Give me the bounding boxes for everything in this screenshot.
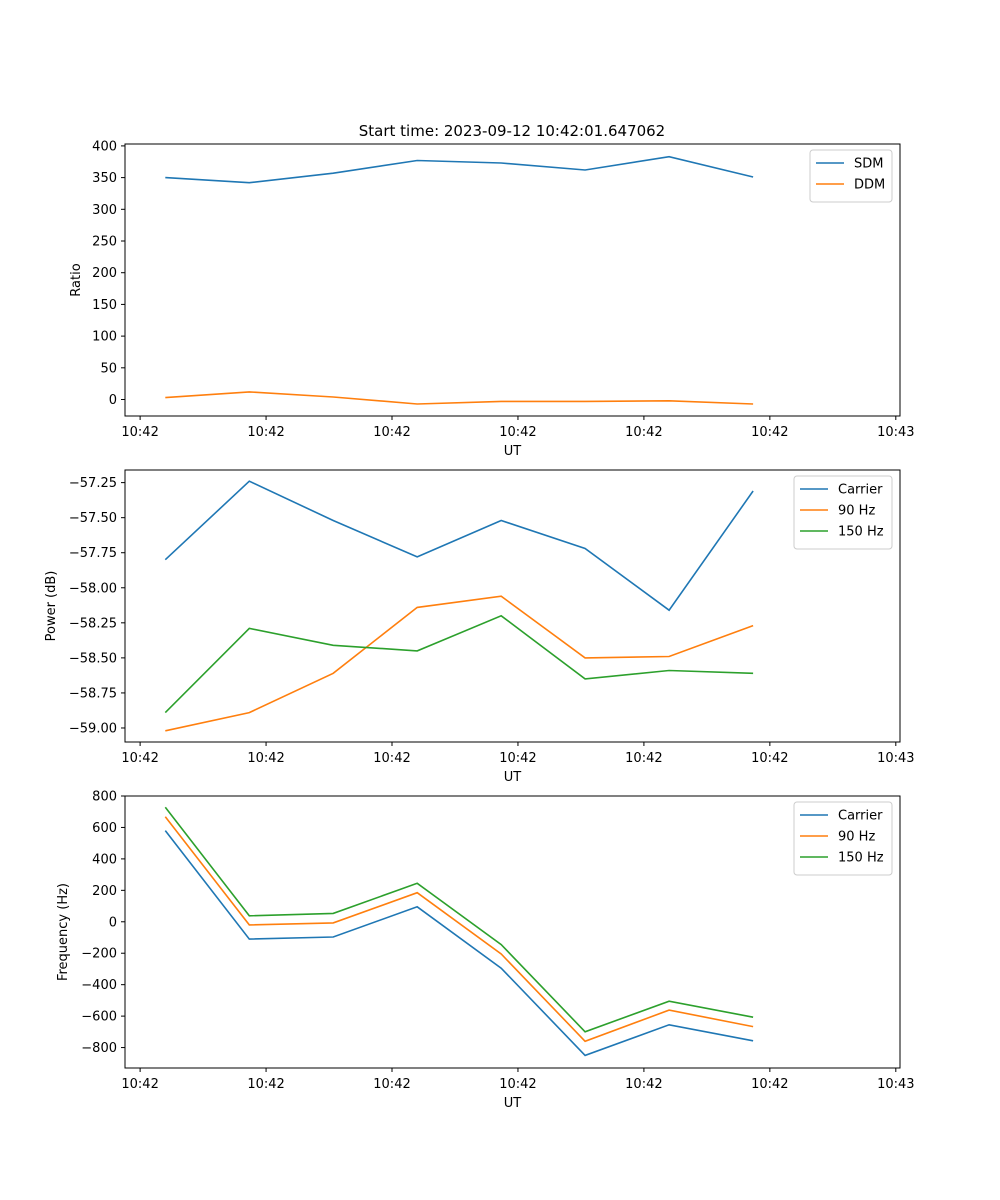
chart-panel-2: 10:42 10:42 10:42 10:42 10:42 10:42 10:43 −59.0… — [44, 469, 915, 785]
legend-label: 150 Hz — [838, 851, 884, 866]
y-tick-label: 0 — [109, 393, 117, 408]
y-tick-label: 200 — [92, 266, 117, 281]
x-axis-label: UT — [504, 770, 522, 785]
series-line-90-hz — [164, 816, 754, 1043]
y-tick-label: 250 — [92, 235, 117, 250]
legend-label: DDM — [854, 178, 885, 193]
x-tick-label: 10:42 — [499, 425, 536, 440]
x-tick-label: 10:42 — [751, 425, 788, 440]
y-tick-label: 150 — [92, 298, 117, 313]
series-line-90-hz — [165, 595, 754, 732]
x-axis-label: UT — [504, 1096, 522, 1111]
y-tick-label: −200 — [81, 947, 117, 962]
legend: Carrier 90 Hz 150 Hz — [793, 475, 893, 550]
legend: Carrier 90 Hz 150 Hz — [793, 801, 893, 876]
y-tick-label: −800 — [81, 1041, 117, 1056]
series-line-sdm — [165, 155, 754, 184]
legend: SDM DDM — [809, 149, 893, 203]
chart-panel-1: 10:42 10:42 10:42 10:42 10:42 10:42 10:43 0 50 10… — [69, 139, 915, 459]
y-tick-label: −58.25 — [69, 616, 117, 631]
y-tick-label: −59.00 — [69, 721, 117, 736]
y-tick-label: 200 — [92, 884, 117, 899]
legend-label: Carrier — [838, 809, 883, 824]
x-tick-label: 10:42 — [121, 1077, 158, 1092]
y-axis-label: Frequency (Hz) — [56, 883, 71, 981]
y-tick-label: 0 — [109, 915, 117, 930]
y-tick-label: −57.50 — [69, 511, 117, 526]
x-tick-label: 10:42 — [625, 425, 662, 440]
x-tick-label: 10:43 — [877, 425, 914, 440]
legend-label: 150 Hz — [838, 525, 884, 540]
y-tick-label: −58.75 — [69, 686, 117, 701]
y-tick-label: 100 — [92, 330, 117, 345]
x-tick-label: 10:42 — [373, 751, 410, 766]
series-line-ddm — [165, 391, 754, 405]
axes-frame — [124, 469, 901, 743]
x-tick-label: 10:42 — [373, 1077, 410, 1092]
y-tick-label: 400 — [92, 852, 117, 867]
series-line-150-hz — [164, 614, 754, 714]
x-tick-label: 10:42 — [499, 1077, 536, 1092]
y-tick-label: 350 — [92, 171, 117, 186]
chart-panel-3: 10:42 10:42 10:42 10:42 10:42 10:42 10:43 −800 −… — [56, 790, 915, 1112]
y-tick-label: 300 — [92, 203, 117, 218]
legend-label: 90 Hz — [838, 830, 875, 845]
y-tick-label: 400 — [92, 139, 117, 154]
x-tick-label: 10:42 — [625, 1077, 662, 1092]
series-line-150-hz — [164, 806, 754, 1033]
y-tick-label: −57.25 — [69, 476, 117, 491]
x-tick-label: 10:42 — [247, 1077, 284, 1092]
x-tick-label: 10:42 — [751, 751, 788, 766]
x-tick-label: 10:42 — [625, 751, 662, 766]
figure-title: Start time: 2023-09-12 10:42:01.647062 — [359, 122, 665, 140]
y-tick-label: −58.50 — [69, 651, 117, 666]
y-tick-label: −57.75 — [69, 546, 117, 561]
y-tick-label: −58.00 — [69, 581, 117, 596]
x-tick-label: 10:42 — [373, 425, 410, 440]
x-tick-label: 10:42 — [247, 425, 284, 440]
x-tick-label: 10:43 — [877, 751, 914, 766]
y-tick-label: −400 — [81, 978, 117, 993]
x-tick-label: 10:43 — [877, 1077, 914, 1092]
y-tick-label: 50 — [100, 361, 117, 376]
x-tick-label: 10:42 — [121, 751, 158, 766]
x-tick-label: 10:42 — [121, 425, 158, 440]
y-axis-label: Ratio — [69, 263, 84, 296]
x-tick-label: 10:42 — [751, 1077, 788, 1092]
series-line-carrier — [164, 480, 754, 612]
series-line-carrier — [164, 830, 754, 1057]
x-tick-label: 10:42 — [499, 751, 536, 766]
y-tick-label: −600 — [81, 1010, 117, 1025]
x-tick-label: 10:42 — [247, 751, 284, 766]
axes-frame — [124, 795, 901, 1069]
y-axis-label: Power (dB) — [44, 571, 59, 642]
x-axis-label: UT — [504, 444, 522, 459]
y-tick-label: 600 — [92, 821, 117, 836]
legend-label: 90 Hz — [838, 504, 875, 519]
y-tick-label: 800 — [92, 790, 117, 805]
legend-label: SDM — [854, 157, 883, 172]
legend-label: Carrier — [838, 483, 883, 498]
axes-frame — [124, 143, 901, 417]
